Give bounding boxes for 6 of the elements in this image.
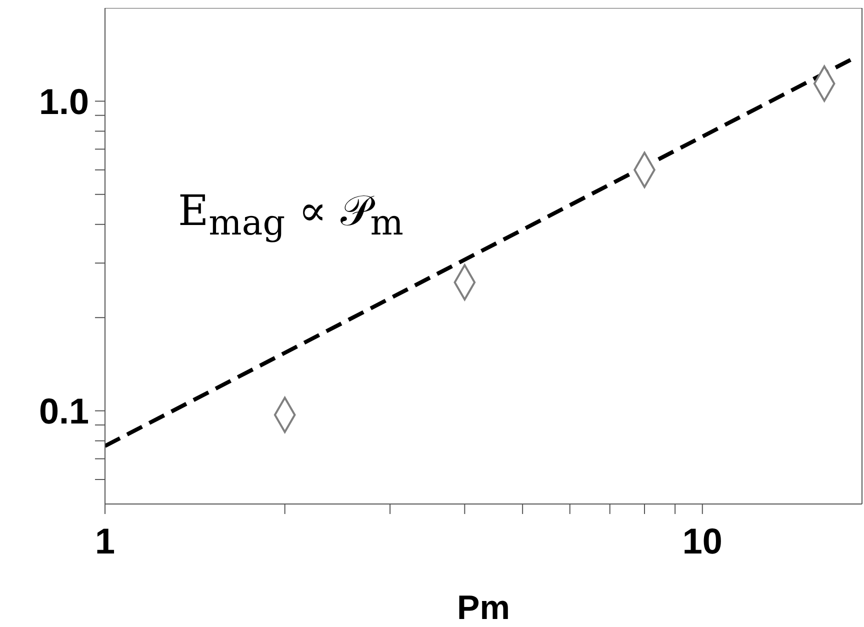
x-tick-label: 1 bbox=[94, 520, 116, 562]
y-tick-label: 1.0 bbox=[38, 80, 89, 122]
annotation: E$_{mag}$ ∝ 𝒫$_{m}$ bbox=[178, 186, 404, 244]
y-tick-label: 0.1 bbox=[38, 390, 89, 432]
x-tick-label: 10 bbox=[682, 520, 722, 562]
x-axis-title: Pm bbox=[457, 589, 510, 627]
